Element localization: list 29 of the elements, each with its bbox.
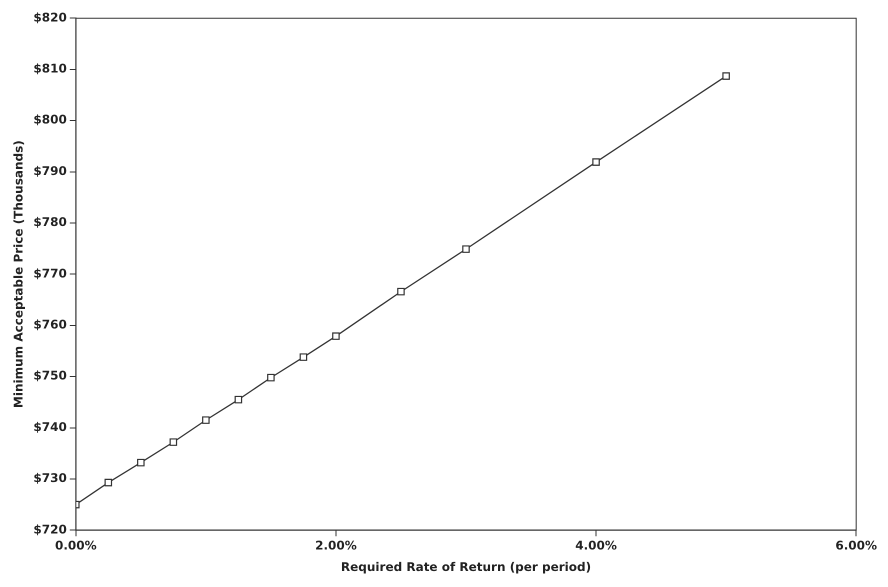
y-tick-label: $720 bbox=[33, 522, 67, 536]
y-tick-label: $810 bbox=[33, 62, 67, 76]
point bbox=[170, 438, 178, 446]
y-tick-label: $820 bbox=[33, 10, 67, 24]
y-tick-label: $790 bbox=[33, 164, 67, 178]
y-tick-label: $780 bbox=[33, 215, 67, 230]
point bbox=[202, 416, 210, 424]
point bbox=[592, 158, 600, 166]
y-tick-label: $730 bbox=[33, 471, 67, 486]
y-tick-label: $760 bbox=[33, 318, 67, 332]
point bbox=[462, 245, 470, 253]
point bbox=[300, 353, 308, 361]
x-tick-label: 0.00% bbox=[54, 538, 97, 553]
x-tick-label: 2.00% bbox=[315, 538, 357, 553]
x-axis-title: Required Rate of Return (per period) bbox=[340, 560, 592, 574]
x-tick-label: 4.00% bbox=[575, 538, 617, 553]
y-tick-label: $740 bbox=[33, 420, 67, 434]
point bbox=[267, 374, 275, 382]
point bbox=[332, 332, 340, 340]
y-tick-label: $800 bbox=[33, 112, 67, 127]
point bbox=[234, 396, 242, 404]
y-axis-title: Minimum Acceptable Price (Thousands) bbox=[11, 140, 26, 408]
point bbox=[722, 72, 730, 80]
y-tick-label: $770 bbox=[33, 266, 67, 280]
x-tick-label: 6.00% bbox=[835, 538, 878, 553]
point bbox=[104, 478, 112, 486]
y-tick-label: $750 bbox=[33, 368, 67, 383]
point bbox=[397, 288, 405, 296]
point bbox=[137, 458, 145, 466]
